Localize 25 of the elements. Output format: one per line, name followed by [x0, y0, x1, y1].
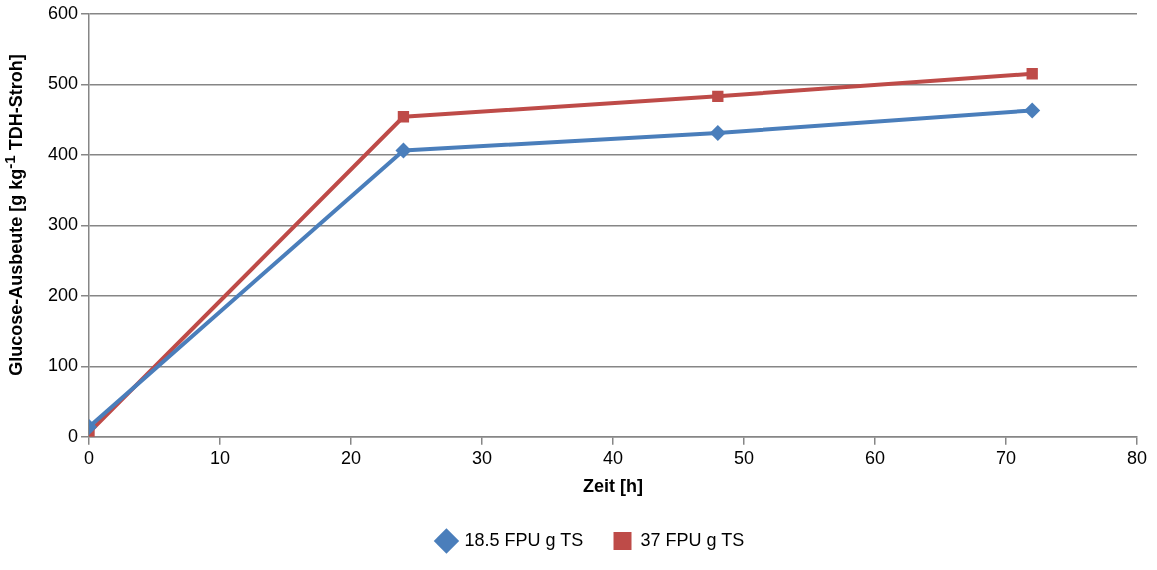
y-tick-label: 600 — [47, 2, 79, 23]
point — [395, 142, 412, 159]
point — [1026, 68, 1038, 80]
x-tick-label: 40 — [603, 447, 624, 468]
legend-label: 37 FPU g TS — [640, 529, 745, 550]
x-tick-label: 50 — [734, 447, 755, 468]
y-tick-label: 500 — [47, 73, 79, 94]
x-tick-label: 70 — [995, 447, 1017, 468]
legend-label: 18.5 FPU g TS — [464, 529, 584, 550]
x-tick-label: 80 — [1126, 447, 1148, 468]
y-tick-label: 300 — [47, 214, 79, 235]
x-tick-label: 0 — [84, 447, 95, 468]
point — [1024, 102, 1041, 119]
point — [712, 90, 724, 102]
x-tick-label: 10 — [210, 447, 231, 468]
point — [397, 111, 410, 123]
point — [709, 124, 726, 141]
x-tick-label: 20 — [341, 447, 362, 468]
y-tick-label: 400 — [47, 143, 79, 164]
y-tick-label: 200 — [47, 284, 79, 305]
x-tick-label: 60 — [864, 447, 886, 468]
y-tick-label: 0 — [68, 425, 79, 446]
x-tick-label: 30 — [472, 447, 493, 468]
y-tick-label: 100 — [47, 355, 79, 376]
x-axis-title: Zeit [h] — [583, 476, 644, 497]
